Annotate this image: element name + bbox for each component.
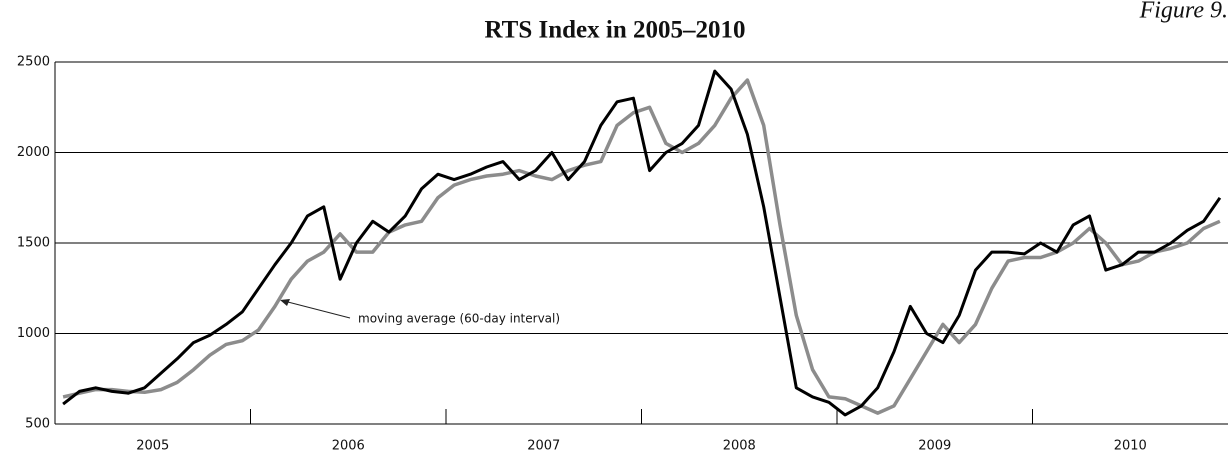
x-tick-label: 2009 [918,439,951,454]
annotation: moving average (60-day interval) [358,312,560,326]
x-tick-label: 2005 [136,439,169,454]
figure-label: Figure 9. [1139,0,1228,24]
y-tick-label: 1000 [17,326,50,341]
y-tick-label: 2500 [17,55,50,70]
series-line [62,69,1222,417]
x-tick-label: 2010 [1114,439,1147,454]
x-tick-label: 2006 [332,439,365,454]
arrow-head [280,299,290,306]
annotation-arrow [283,300,351,319]
x-tick-label: 2007 [527,439,560,454]
y-tick-label: 1500 [17,236,50,251]
x-tick-label: 2008 [723,439,756,454]
y-tick-label: 2000 [17,145,50,160]
series-line [62,78,1221,415]
y-tick-label: 500 [25,417,50,432]
chart-title: RTS Index in 2005–2010 [485,17,746,44]
